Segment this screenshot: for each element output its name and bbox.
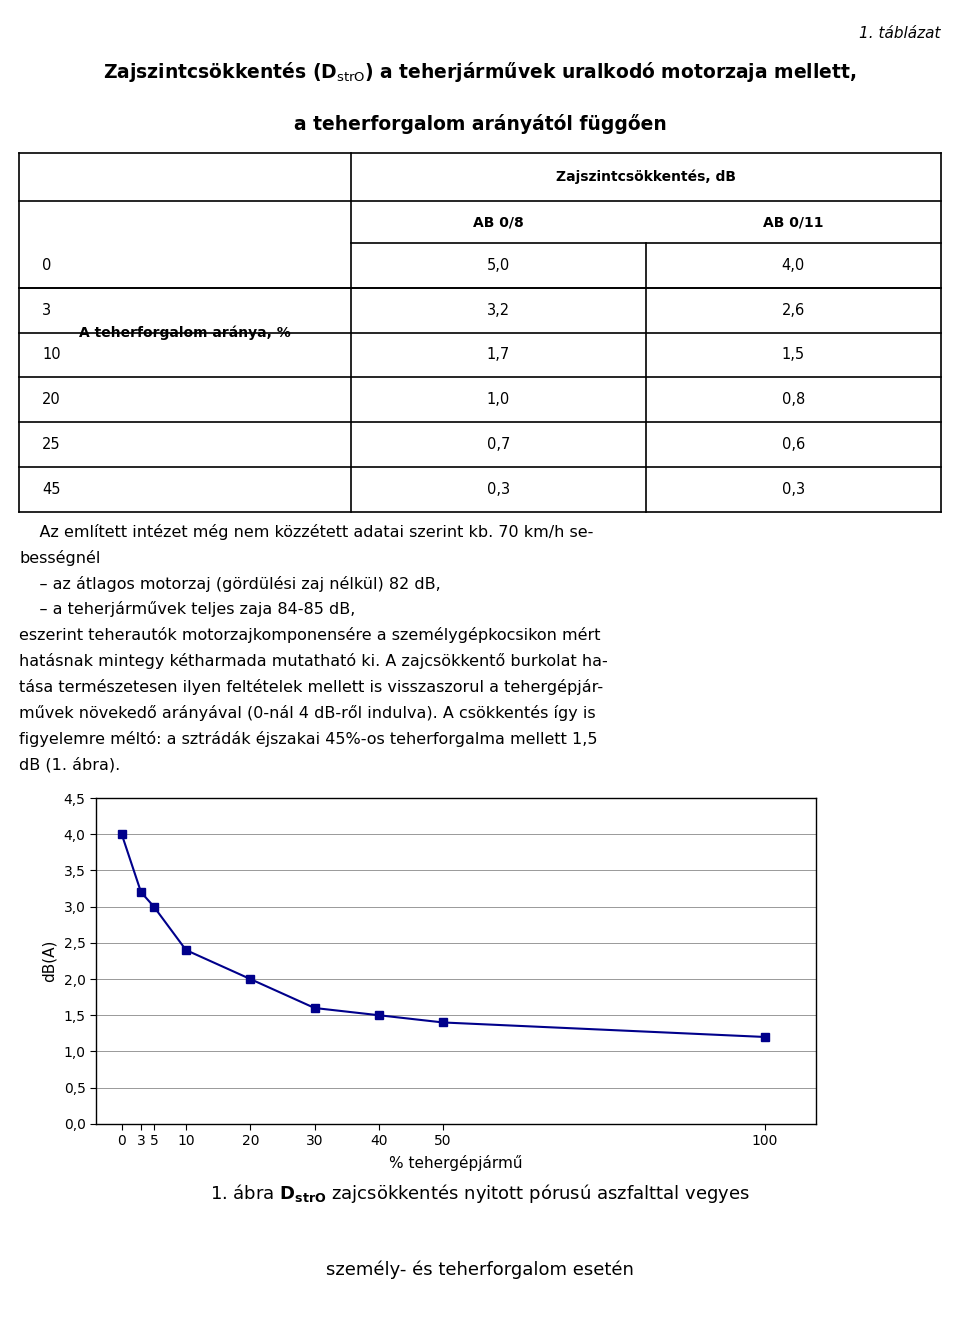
Text: hatásnak mintegy kétharmada mutatható ki. A zajcsökkentő burkolat ha-: hatásnak mintegy kétharmada mutatható ki… [19,653,608,669]
X-axis label: % tehergépjármű: % tehergépjármű [389,1156,523,1172]
Text: AB 0/11: AB 0/11 [763,215,824,229]
Text: 20: 20 [42,392,61,407]
Text: eszerint teherautók motorzajkomponensére a személygépkocsikon mért: eszerint teherautók motorzajkomponensére… [19,628,601,644]
Text: 4,0: 4,0 [781,258,805,273]
Text: 0,6: 0,6 [781,438,805,452]
Text: – a teherjárművek teljes zaja 84-85 dB,: – a teherjárművek teljes zaja 84-85 dB, [19,601,355,617]
Text: 45: 45 [42,481,60,497]
Text: 25: 25 [42,438,60,452]
Text: 0,3: 0,3 [487,481,510,497]
Text: 5,0: 5,0 [487,258,510,273]
Text: 1. táblázat: 1. táblázat [859,25,941,41]
Text: bességnél: bességnél [19,549,101,565]
Text: a teherforgalom arányától függően: a teherforgalom arányától függően [294,114,666,134]
Text: művek növekedő arányával (0-nál 4 dB-ről indulva). A csökkentés így is: művek növekedő arányával (0-nál 4 dB-ről… [19,705,596,721]
Text: dB (1. ábra).: dB (1. ábra). [19,757,120,773]
Text: tása természetesen ilyen feltételek mellett is visszaszorul a tehergépjár-: tása természetesen ilyen feltételek mell… [19,680,603,696]
Text: 0,7: 0,7 [487,438,510,452]
Text: 0: 0 [42,258,52,273]
Y-axis label: dB(A): dB(A) [41,940,57,982]
Text: 0,3: 0,3 [781,481,804,497]
Text: 10: 10 [42,347,60,363]
Text: 2,6: 2,6 [781,302,805,318]
Text: 1,0: 1,0 [487,392,510,407]
Text: 0,8: 0,8 [781,392,805,407]
Text: 3,2: 3,2 [487,302,510,318]
Text: 3: 3 [42,302,52,318]
Text: 1,7: 1,7 [487,347,510,363]
Text: Zajszintcsökkentés, dB: Zajszintcsökkentés, dB [556,170,736,185]
Text: 1. ábra $\mathbf{D_{strO}}$ zajcsökkentés nyitott pórusú aszfalttal vegyes: 1. ábra $\mathbf{D_{strO}}$ zajcsökkenté… [210,1182,750,1205]
Text: Zajszintcsökkentés (D$_{\mathrm{strO}}$) a teherjárművek uralkodó motorzaja mell: Zajszintcsökkentés (D$_{\mathrm{strO}}$)… [104,60,856,84]
Text: 1,5: 1,5 [781,347,804,363]
Text: figyelemre méltó: a sztrádák éjszakai 45%-os teherforgalma mellett 1,5: figyelemre méltó: a sztrádák éjszakai 45… [19,732,598,747]
Text: – az átlagos motorzaj (gördülési zaj nélkül) 82 dB,: – az átlagos motorzaj (gördülési zaj nél… [19,576,441,592]
Text: A teherforgalom aránya, %: A teherforgalom aránya, % [80,326,291,339]
Text: Az említett intézet még nem közzétett adatai szerint kb. 70 km/h se-: Az említett intézet még nem közzétett ad… [19,524,593,540]
Text: AB 0/8: AB 0/8 [473,215,524,229]
Text: személy- és teherforgalom esetén: személy- és teherforgalom esetén [326,1261,634,1279]
